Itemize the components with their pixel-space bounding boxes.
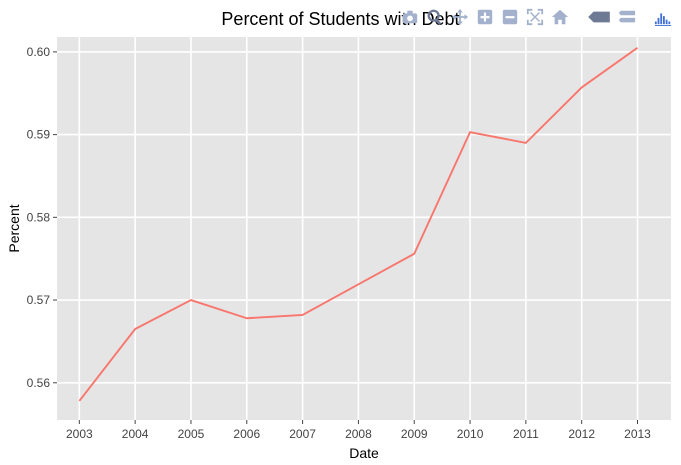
zoom-icon[interactable] [425,7,445,27]
camera-icon[interactable] [400,7,420,27]
y-tick-label: 0.56 [27,376,51,390]
series-line [78,46,639,402]
x-tick-label: 2012 [568,427,595,441]
x-tick-label: 2007 [289,427,316,441]
autoscale-icon[interactable] [525,7,545,27]
pan-icon[interactable] [450,7,470,27]
panel-background [57,37,671,420]
x-axis: 2003 2004 2005 2006 2007 2008 2009 2010 2011 2012… [66,420,651,441]
compare-hover-icon[interactable] [617,7,637,27]
zoom-in-icon[interactable] [475,7,495,27]
plotly-logo-icon[interactable] [653,7,673,27]
x-tick-label: 2005 [178,427,205,441]
x-tick-label: 2006 [233,427,260,441]
x-tick-label: 2010 [457,427,484,441]
x-tick-label: 2011 [513,427,539,441]
reset-axes-icon[interactable] [550,7,570,27]
y-tick-label: 0.60 [27,45,51,59]
x-tick-label: 2009 [401,427,428,441]
series-layer [78,46,639,402]
y-tick-label: 0.59 [27,128,51,142]
gridlines [57,37,671,420]
x-tick-label: 2008 [345,427,372,441]
zoom-out-icon[interactable] [500,7,520,27]
x-tick-label: 2003 [66,427,93,441]
spike-lines-icon[interactable] [586,7,612,27]
y-tick-label: 0.58 [27,210,51,224]
x-tick-label: 2004 [122,427,149,441]
chart-title: Percent of Students with Debt [221,9,460,29]
x-tick-label: 2013 [624,427,651,441]
x-axis-label: Date [349,445,379,461]
y-axis-label: Percent [6,204,22,252]
y-axis: 0.56 0.57 0.58 0.59 0.60 [27,45,57,390]
modebar [400,6,673,28]
y-tick-label: 0.57 [27,293,51,307]
